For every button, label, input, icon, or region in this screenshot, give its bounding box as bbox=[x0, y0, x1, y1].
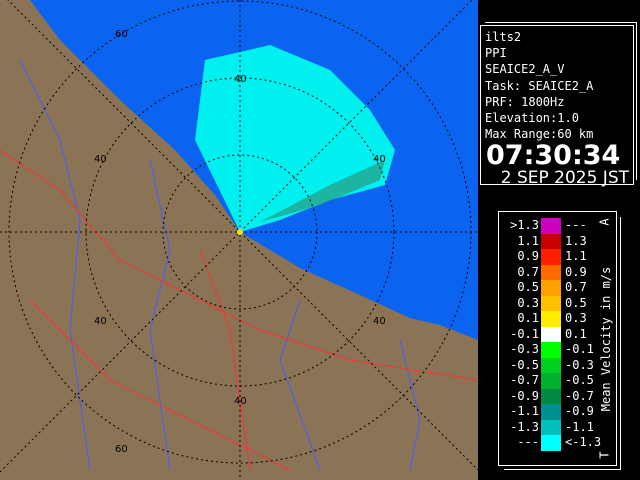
legend-row: 0.1 0.3 bbox=[499, 311, 616, 327]
legend-color-swatch bbox=[541, 233, 561, 249]
legend-high-value: -0.1 bbox=[565, 342, 594, 356]
legend-color-swatch bbox=[541, 388, 561, 404]
radar-site-marker bbox=[237, 229, 243, 235]
legend-color-swatch bbox=[541, 264, 561, 280]
land bbox=[0, 0, 478, 480]
legend-low-value: 0.1 bbox=[517, 311, 539, 325]
legend-low-value: -0.3 bbox=[510, 342, 539, 356]
legend-low-value: -1.1 bbox=[510, 404, 539, 418]
legend-color-swatch bbox=[541, 419, 561, 435]
legend-row: 0.3 0.5 bbox=[499, 295, 616, 311]
task-name: Task: SEAICE2_A bbox=[485, 78, 594, 93]
scan-info-panel: ilts2 PPI SEAICE2_A_V Task: SEAICE2_A PR… bbox=[480, 25, 634, 189]
elevation: Elevation:1.0 bbox=[485, 111, 579, 126]
legend-row: -0.7 -0.5 bbox=[499, 373, 616, 389]
legend-high-value: -0.9 bbox=[565, 404, 594, 418]
legend-row: -1.1 -0.9 bbox=[499, 404, 616, 420]
range-label: 40 bbox=[234, 396, 247, 407]
velocity-legend: >1.3 --- 1.1 1.3 0.9 1.1 0.7 0.9 0.5 0.7 0.3 0.5 0.1… bbox=[498, 211, 617, 466]
echo-weak bbox=[260, 160, 385, 222]
max-range: Max Range:60 km bbox=[485, 127, 594, 142]
legend-row: 1.1 1.3 bbox=[499, 233, 616, 249]
legend-high-value: 0.5 bbox=[565, 295, 587, 310]
legend-low-value: 0.5 bbox=[517, 280, 539, 294]
legend-color-swatch bbox=[541, 326, 561, 342]
range-label: 60 bbox=[115, 444, 128, 455]
legend-high-value: 0.7 bbox=[565, 280, 587, 294]
legend-high-value: 1.3 bbox=[565, 233, 587, 248]
range-label: 40 bbox=[94, 316, 107, 327]
product-name: SEAICE2_A_V bbox=[485, 62, 565, 77]
legend-low-value: -0.7 bbox=[510, 373, 539, 387]
legend-color-swatch bbox=[541, 295, 561, 311]
legend-row: >1.3 --- bbox=[499, 218, 616, 234]
legend-color-swatch bbox=[541, 342, 561, 358]
legend-row: 0.9 1.1 bbox=[499, 249, 616, 265]
legend-high-value: <-1.3 bbox=[565, 435, 602, 449]
legend-color-swatch bbox=[541, 249, 561, 265]
legend-low-value: -0.9 bbox=[510, 388, 539, 403]
range-label: 40 bbox=[94, 154, 107, 165]
legend-high-value: 0.9 bbox=[565, 264, 587, 279]
range-label: 60 bbox=[115, 29, 128, 40]
legend-high-value: 1.1 bbox=[565, 249, 587, 263]
legend-low-value: -0.1 bbox=[510, 326, 539, 341]
legend-color-swatch bbox=[541, 280, 561, 296]
legend-color-swatch bbox=[541, 435, 561, 451]
legend-row: 0.5 0.7 bbox=[499, 280, 616, 296]
prf: PRF: 1800Hz bbox=[485, 94, 565, 109]
legend-high-value: -0.3 bbox=[565, 357, 594, 372]
legend-low-value: 0.3 bbox=[517, 295, 539, 310]
site-name: ilts2 bbox=[485, 30, 522, 44]
legend-row: -0.5 -0.3 bbox=[499, 357, 616, 373]
legend-low-value: -1.3 bbox=[510, 419, 539, 434]
legend-row: -0.1 0.1 bbox=[499, 326, 616, 342]
range-label: 40 bbox=[234, 74, 247, 85]
legend-high-value: -0.5 bbox=[565, 373, 594, 387]
range-label: 40 bbox=[373, 154, 386, 165]
legend-unit-label: Mean Velocity in m/s bbox=[599, 266, 613, 411]
scan-type: PPI bbox=[485, 46, 507, 61]
legend-low-value: 0.7 bbox=[517, 264, 539, 279]
legend-row: 0.7 0.9 bbox=[499, 264, 616, 280]
legend-high-value: 0.3 bbox=[565, 311, 587, 325]
legend-high-value: -1.1 bbox=[565, 419, 594, 434]
scan-date: 2 SEP 2025 JST bbox=[500, 168, 629, 189]
legend-high-value: --- bbox=[565, 218, 587, 232]
range-rings bbox=[0, 0, 478, 480]
legend-row: -0.9 -0.7 bbox=[499, 388, 616, 404]
legend-color-swatch bbox=[541, 357, 561, 373]
boundaries bbox=[0, 149, 478, 471]
legend-color-swatch bbox=[541, 373, 561, 389]
radar-ppi-map: 60 40 40 40 40 40 40 60 bbox=[0, 0, 478, 480]
legend-low-value: 0.9 bbox=[517, 249, 539, 263]
legend-high-value: -0.7 bbox=[565, 388, 594, 403]
legend-low-value: --- bbox=[517, 435, 539, 449]
legend-row: --- <-1.3 bbox=[499, 435, 616, 451]
legend-color-swatch bbox=[541, 218, 561, 234]
legend-row: -1.3 -1.1 bbox=[499, 419, 616, 435]
legend-top-marker: A bbox=[597, 218, 612, 226]
range-label: 40 bbox=[373, 316, 386, 327]
rivers bbox=[19, 59, 421, 471]
legend-color-swatch bbox=[541, 404, 561, 420]
legend-color-swatch bbox=[541, 311, 561, 327]
legend-low-value: >1.3 bbox=[510, 218, 539, 232]
legend-low-value: 1.1 bbox=[517, 233, 539, 248]
legend-bottom-marker: T bbox=[597, 451, 612, 459]
legend-low-value: -0.5 bbox=[510, 357, 539, 372]
legend-high-value: 0.1 bbox=[565, 326, 587, 341]
legend-row: -0.3 -0.1 bbox=[499, 342, 616, 358]
scan-time: 07:30:34 bbox=[486, 140, 621, 172]
